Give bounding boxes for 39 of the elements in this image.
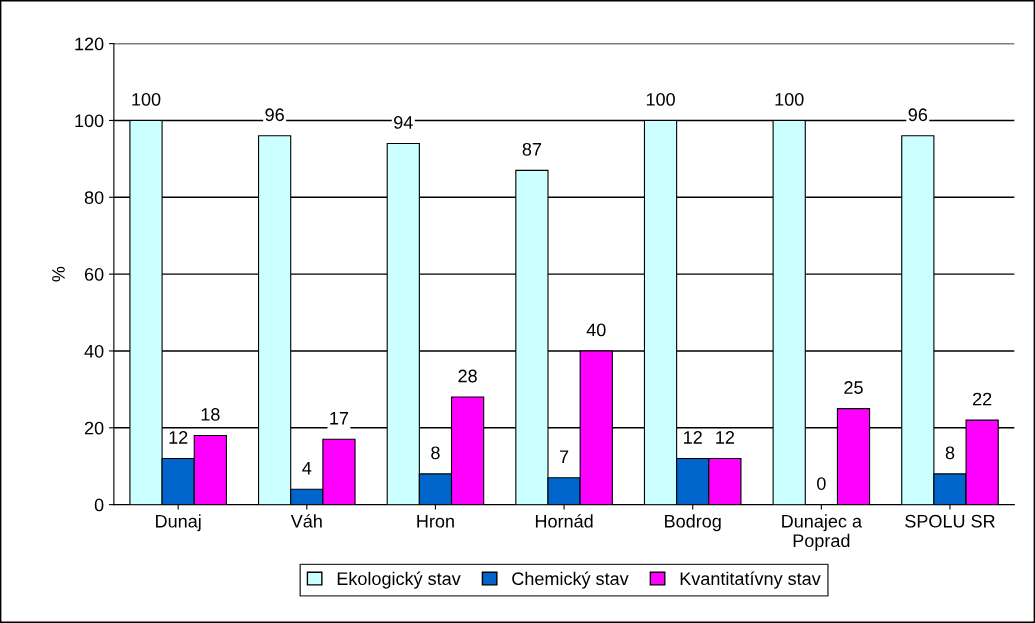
data-label: 100	[132, 92, 161, 106]
data-label: 17	[330, 412, 349, 425]
y-tick-label: 120	[75, 37, 104, 51]
data-label: 87	[522, 142, 542, 156]
data-label: 28	[458, 369, 477, 383]
x-tick-label: Bodrog	[665, 514, 721, 532]
data-label: 25	[844, 381, 863, 394]
y-tick-label: 40	[84, 344, 104, 358]
legend-label: Kvantitatívny stav	[680, 571, 821, 589]
data-label: 0	[817, 477, 826, 490]
data-label: 100	[646, 92, 675, 106]
data-label: 96	[908, 108, 928, 122]
x-tick-label: Dunaj	[156, 514, 201, 532]
x-tick-label: SPOLU SR	[905, 514, 995, 528]
data-label: 18	[201, 408, 220, 421]
y-tick-label: 60	[84, 268, 104, 281]
legend-label: Chemický stav	[512, 571, 629, 589]
x-tick-label: Hron	[417, 515, 454, 528]
y-tick-label: 80	[84, 191, 104, 204]
data-label: 12	[169, 431, 188, 444]
data-label: 22	[973, 392, 992, 406]
data-label: 8	[431, 446, 440, 460]
data-label: 100	[775, 92, 804, 106]
data-label: 4	[302, 461, 312, 475]
x-tick-label: Váh	[290, 514, 322, 528]
data-label: 12	[716, 431, 735, 444]
legend-label: Ekologický stav	[337, 571, 461, 589]
y-tick-label: 100	[75, 114, 104, 128]
y-tick-label: 20	[84, 421, 104, 435]
x-tick-label: Hornád	[535, 514, 593, 528]
x-tick-label: Dunajec a Poprad	[782, 514, 862, 551]
data-label: 94	[394, 116, 413, 129]
data-label: 7	[559, 450, 569, 463]
data-label: 8	[945, 446, 955, 460]
data-label: 96	[265, 108, 284, 122]
y-tick-label: 0	[94, 498, 104, 512]
data-label: 40	[586, 323, 606, 337]
y-axis-title: %	[52, 266, 65, 282]
data-label: 12	[684, 431, 702, 444]
